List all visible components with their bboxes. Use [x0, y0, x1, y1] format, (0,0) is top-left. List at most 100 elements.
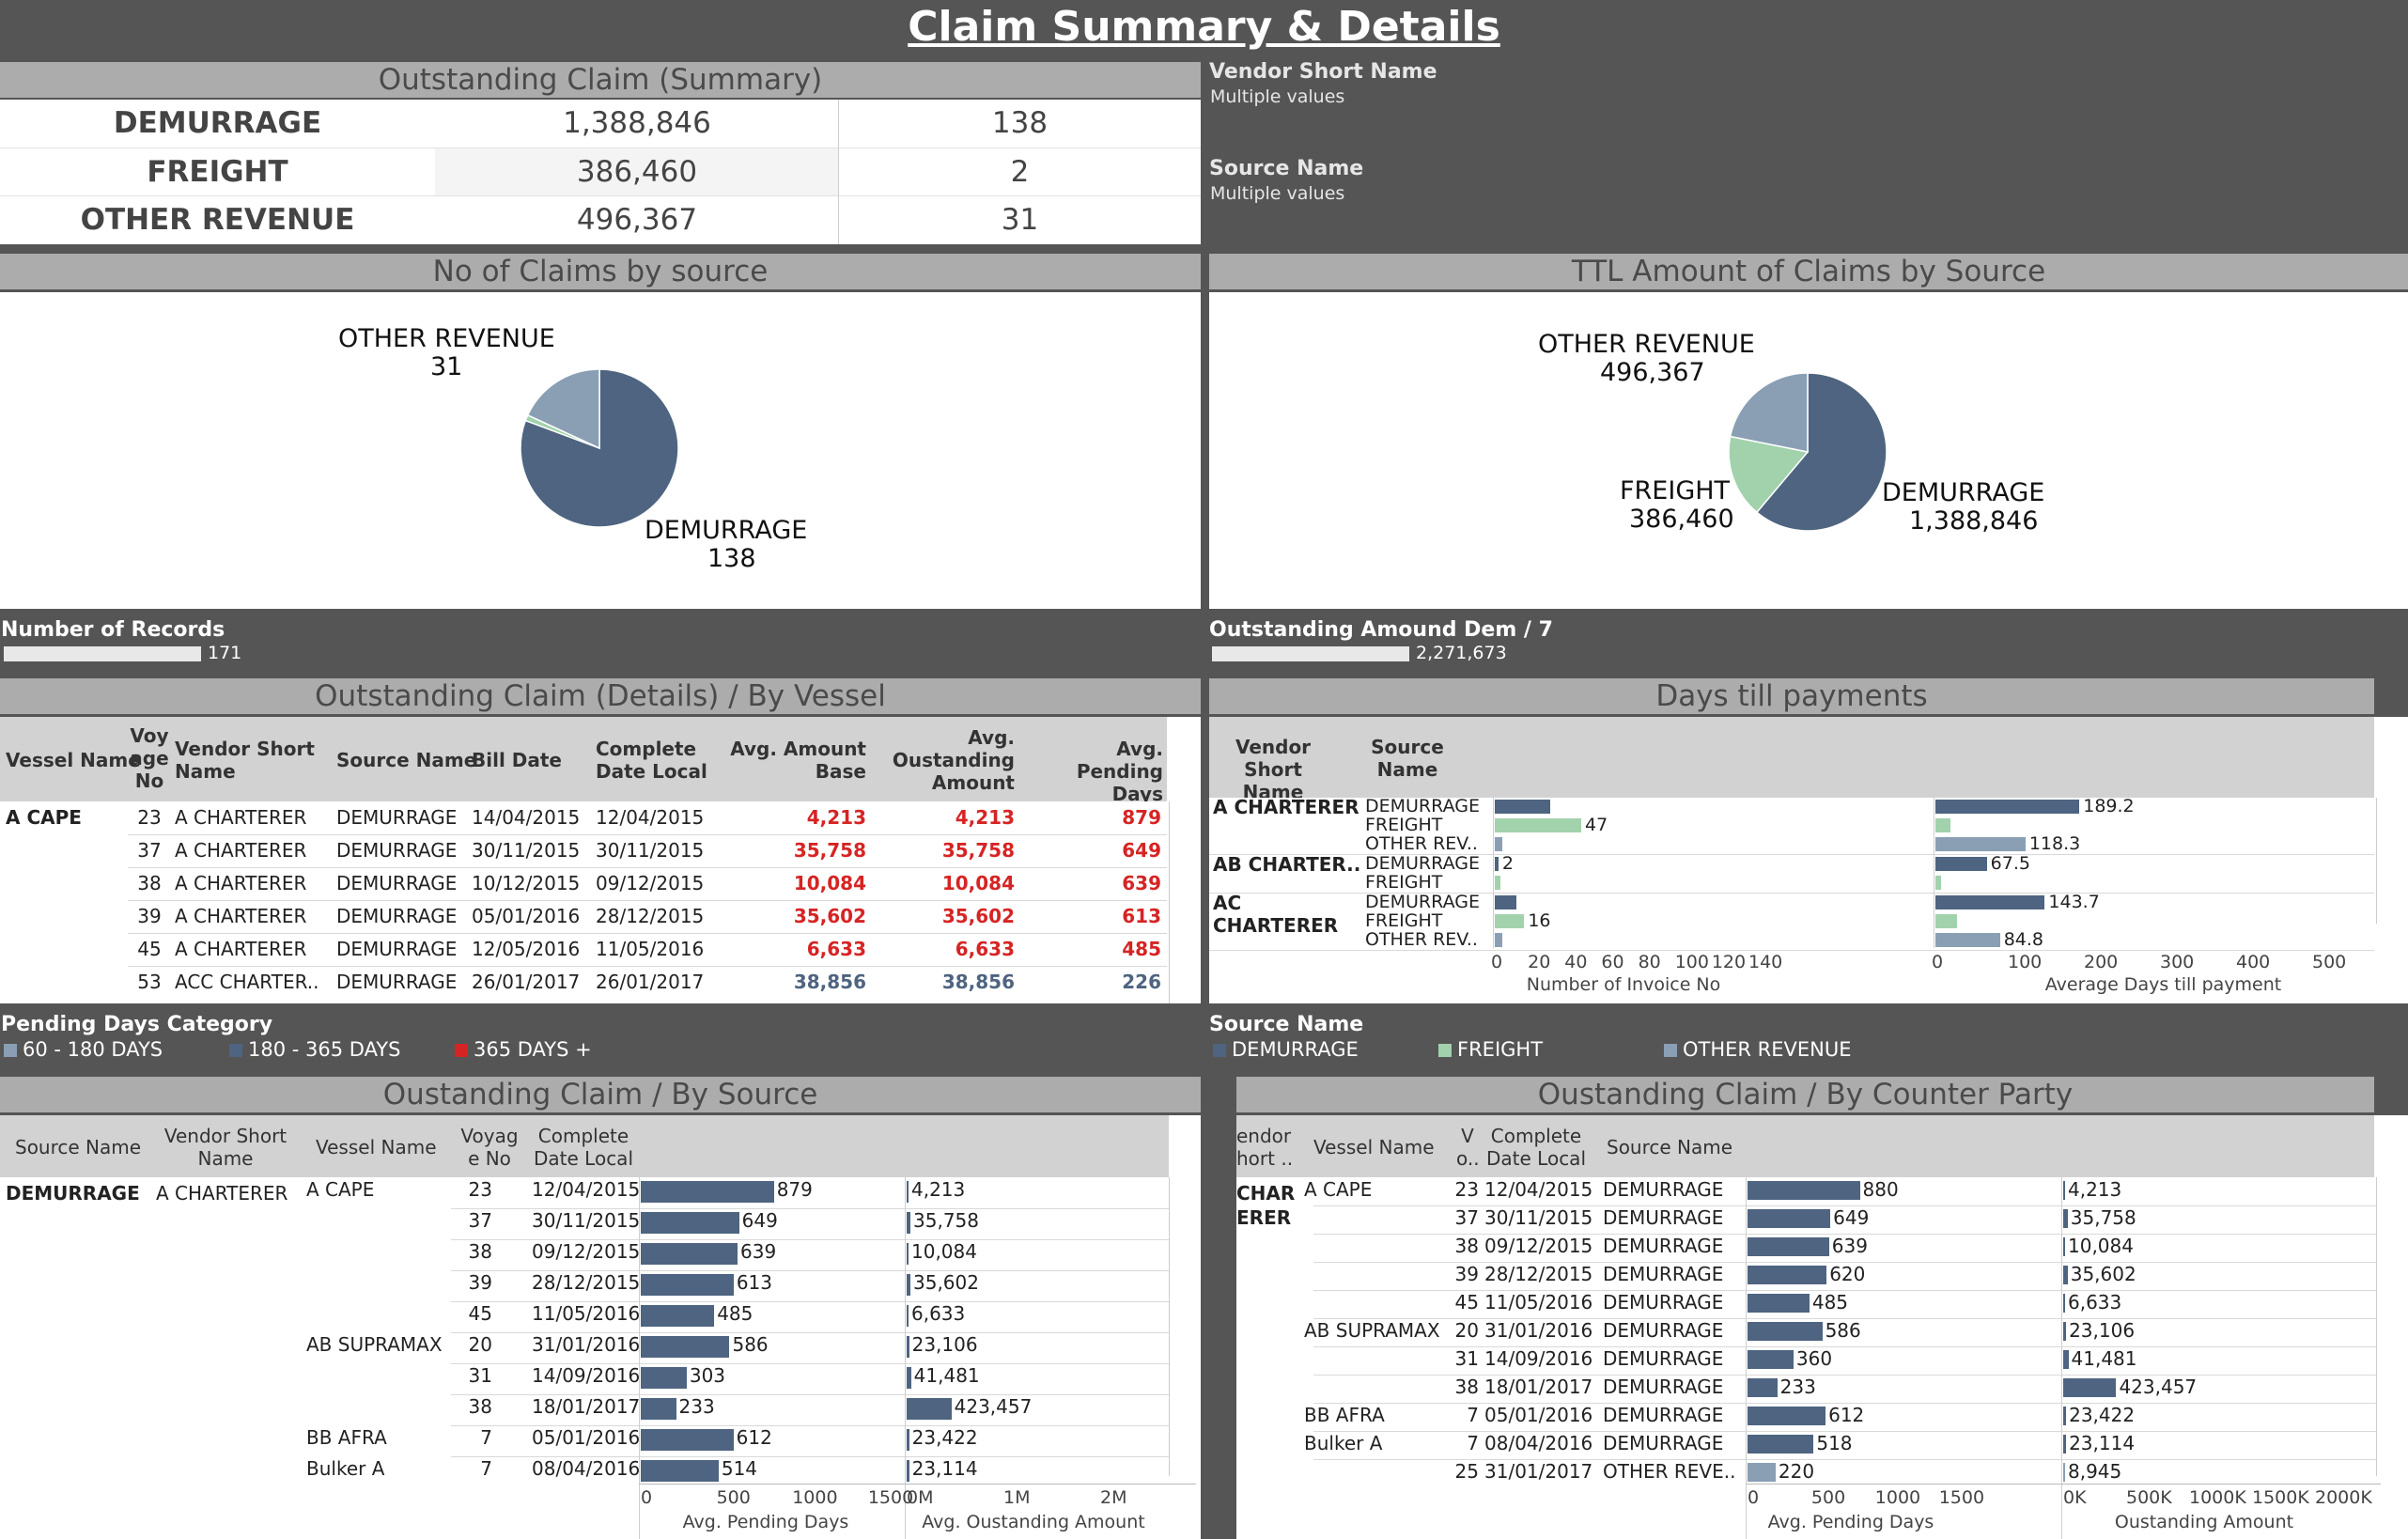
- col-complete-date[interactable]: Complete Date Local: [596, 738, 707, 783]
- voyage-no: 23: [1454, 1178, 1479, 1201]
- pending-days-value: 220: [1778, 1460, 1815, 1483]
- legend-365-plus[interactable]: 365 DAYS +: [455, 1038, 592, 1061]
- pending-days-value: 518: [1816, 1432, 1853, 1454]
- col-vessel-name[interactable]: Vessel Name: [316, 1136, 437, 1158]
- bill-date: 12/05/2016: [472, 938, 581, 960]
- pie-slice-other-revenue[interactable]: [526, 368, 600, 450]
- outstanding-bar: [2063, 1294, 2065, 1313]
- pending-days-bar: [1748, 1209, 1831, 1228]
- legend-freight[interactable]: FREIGHT: [1438, 1038, 1543, 1061]
- pie-slice-demurrage[interactable]: [1755, 372, 1888, 532]
- row-divider: [1313, 1318, 2401, 1319]
- voyage-no: 45: [468, 1302, 492, 1325]
- col-vendor[interactable]: Vendor Short Name: [163, 1125, 287, 1170]
- legend-180-365[interactable]: 180 - 365 DAYS: [229, 1038, 400, 1061]
- row-divider: [1313, 1290, 2401, 1291]
- col-vendor[interactable]: Vendor Short Name: [175, 738, 315, 783]
- axis-tick: 0: [1748, 1487, 1760, 1508]
- complete-date: 12/04/2015: [1484, 1178, 1593, 1201]
- vessel-name: AB SUPRAMAX: [306, 1333, 443, 1356]
- outstanding-value: 23,106: [2069, 1319, 2136, 1342]
- complete-date: 05/01/2016: [1484, 1404, 1593, 1426]
- outstanding-value: 23,106: [911, 1333, 978, 1356]
- pending-days-bar: [1748, 1463, 1776, 1482]
- pending-days-bar: [641, 1243, 738, 1265]
- by-counter-scrollbar[interactable]: [2376, 1177, 2408, 1476]
- complete-date: 31/01/2016: [1484, 1319, 1593, 1342]
- pie-slice-freight[interactable]: [1728, 435, 1810, 514]
- col-bill-date[interactable]: Bill Date: [472, 749, 562, 771]
- col-avg-outstanding[interactable]: Avg. Oustanding Amount: [892, 726, 1015, 794]
- vendor-group-label: A CHARTERER: [156, 1182, 288, 1205]
- outstanding-bar: [907, 1460, 909, 1482]
- vendor-filter-value[interactable]: Multiple values: [1210, 86, 1345, 107]
- summary-row: OTHER REVENUE 496,367 31: [0, 195, 1201, 244]
- outstanding-bar: [2063, 1322, 2067, 1341]
- by-vessel-scrollbar[interactable]: [1169, 801, 1201, 1003]
- col-voyage-no[interactable]: V o..: [1456, 1125, 1480, 1170]
- pending-days-value: 514: [721, 1457, 758, 1480]
- col-avg-pending[interactable]: Avg. Pending Days: [1076, 738, 1163, 801]
- bill-date: 30/11/2015: [472, 839, 581, 862]
- vendor-name: ACC CHARTER..: [175, 971, 319, 993]
- col-vessel-name[interactable]: Vessel Name: [6, 749, 141, 771]
- avg-days-bar: [1935, 818, 1951, 832]
- outstanding-value: 23,114: [2069, 1432, 2136, 1454]
- source-name: DEMURRAGE: [1603, 1404, 1724, 1426]
- complete-date: 12/04/2015: [596, 806, 705, 829]
- col-source[interactable]: Source Name: [1371, 736, 1444, 781]
- legend-60-180[interactable]: 60 - 180 DAYS: [4, 1038, 163, 1061]
- axis-title: Average Days till payment: [2044, 974, 2282, 995]
- outstanding-dem-bar-track: [1212, 646, 1409, 661]
- legend-other-revenue[interactable]: OTHER REVENUE: [1664, 1038, 1852, 1061]
- pie-slice-other-revenue[interactable]: [1729, 372, 1809, 453]
- table-row: 53 ACC CHARTER.. DEMURRAGE 26/01/2017 26/01/…: [0, 966, 1167, 999]
- legend-demurrage[interactable]: DEMURRAGE: [1213, 1038, 1359, 1061]
- days-till-scrollbar[interactable]: [2376, 798, 2408, 924]
- col-source[interactable]: Source Name: [15, 1136, 142, 1158]
- swatch-icon: [1438, 1044, 1452, 1057]
- axis-tick: 400: [2236, 952, 2271, 972]
- avg-days-value: 84.8: [2003, 929, 2043, 950]
- voyage-no: 7: [1467, 1404, 1479, 1426]
- col-voyage-no[interactable]: Voyag e No: [460, 1125, 519, 1170]
- outstanding-bar: [2063, 1435, 2067, 1454]
- avg-days-bar: [1935, 914, 1957, 928]
- group-divider: [1209, 854, 2374, 855]
- outstanding-value: 4,213: [911, 1178, 966, 1201]
- col-vessel-name[interactable]: Vessel Name: [1313, 1136, 1435, 1158]
- col-avg-amount[interactable]: Avg. Amount Base: [730, 738, 866, 783]
- axis-baseline: [1746, 1484, 2381, 1485]
- outstanding-bar: [907, 1274, 910, 1296]
- col-complete-date[interactable]: Complete Date Local: [534, 1125, 633, 1170]
- vessel-name: AB SUPRAMAX: [1304, 1319, 1440, 1342]
- col-voyage-no[interactable]: Voy age No: [130, 724, 169, 792]
- source-name: DEMURRAGE: [1603, 1432, 1724, 1454]
- col-vendor[interactable]: endor hort ..: [1236, 1125, 1294, 1170]
- complete-date: 09/12/2015: [596, 872, 705, 894]
- axis-tick: 1500K: [2252, 1487, 2309, 1508]
- source-name: FREIGHT: [1365, 910, 1443, 931]
- outstanding-bar: [2063, 1237, 2065, 1256]
- source-filter-value[interactable]: Multiple values: [1210, 183, 1345, 204]
- outstanding-value: 10,084: [911, 1240, 977, 1263]
- by-source-scrollbar[interactable]: [1169, 1177, 1201, 1476]
- pending-days-bar: [641, 1274, 734, 1296]
- col-source[interactable]: Source Name: [1607, 1136, 1733, 1158]
- col-vendor[interactable]: Vendor Short Name: [1235, 736, 1312, 798]
- source-name: DEMURRAGE: [336, 971, 458, 993]
- row-divider: [1313, 1375, 2401, 1376]
- avg-amount: 10,084: [793, 872, 866, 894]
- avg-outstanding: 35,602: [941, 905, 1015, 927]
- col-source[interactable]: Source Name: [336, 749, 477, 771]
- col-complete-date[interactable]: Complete Date Local: [1486, 1125, 1586, 1170]
- complete-date: 28/12/2015: [532, 1271, 641, 1294]
- summary-row: FREIGHT 386,460 2: [0, 148, 1201, 196]
- pie-slice-demurrage[interactable]: [520, 368, 679, 528]
- days-till-panel: Vendor Short Name Source Name A CHARTERE…: [1209, 717, 2408, 1003]
- vendor-name: A CHARTERER: [175, 806, 307, 829]
- table-row: 23 A CHARTERER DEMURRAGE 14/04/2015 12/04/20…: [0, 801, 1167, 834]
- row-divider: [1313, 1403, 2401, 1404]
- source-name: DEMURRAGE: [1603, 1376, 1724, 1398]
- vessel-group-label: A CAPE: [6, 806, 82, 829]
